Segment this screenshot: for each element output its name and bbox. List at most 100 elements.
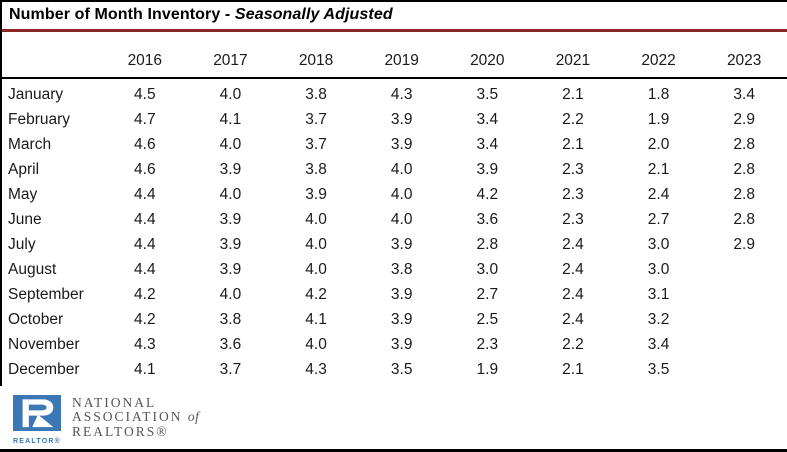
value-cell: 2.8	[733, 160, 755, 178]
page-title: Number of Month Inventory - Seasonally A…	[9, 6, 393, 24]
value-cell: 3.9	[390, 235, 413, 253]
table-row: December 4.1 3.7 4.3 3.5 1.9 2.1 3.5	[0, 357, 787, 382]
value-cell: 4.2	[134, 285, 156, 303]
value-cell: 3.8	[305, 85, 327, 103]
value-cell: 3.7	[219, 360, 242, 378]
title-main: Number of Month Inventory	[9, 6, 221, 23]
table-row: April 4.6 3.9 3.8 4.0 3.9 2.3 2.1 2.8	[0, 157, 787, 182]
value-cell: 4.0	[305, 235, 327, 253]
table-row: November 4.3 3.6 4.0 3.9 2.3 2.2 3.4	[0, 332, 787, 357]
value-cell: 2.4	[562, 310, 584, 328]
value-cell: 3.9	[476, 160, 499, 178]
value-cell: 4.0	[305, 260, 327, 278]
value-cell: 3.9	[390, 110, 413, 128]
value-cell: 4.1	[219, 110, 242, 128]
value-cell: 2.8	[733, 135, 755, 153]
value-cell: 3.5	[476, 85, 499, 103]
title-underline	[0, 29, 787, 32]
value-cell: 4.2	[134, 310, 156, 328]
value-cell	[701, 257, 787, 282]
value-cell: 3.9	[219, 260, 242, 278]
value-cell: 2.1	[562, 360, 584, 378]
value-cell: 4.4	[134, 185, 156, 203]
value-cell: 2.4	[562, 260, 584, 278]
value-cell: 3.0	[476, 260, 499, 278]
year-header-row: 2016 2017 2018 2019 2020 2021 2022 2023	[0, 47, 787, 79]
value-cell: 2.0	[647, 135, 670, 153]
value-cell	[701, 282, 787, 307]
value-cell: 3.9	[305, 185, 327, 203]
value-cell: 2.3	[562, 210, 584, 228]
value-cell: 3.8	[390, 260, 413, 278]
table-row: August 4.4 3.9 4.0 3.8 3.0 2.4 3.0	[0, 257, 787, 282]
value-cell: 2.7	[647, 210, 670, 228]
value-cell: 4.2	[476, 185, 499, 203]
month-label: February	[8, 110, 71, 128]
nar-line2: ASSOCIATION of	[72, 410, 199, 424]
value-cell: 4.6	[134, 160, 156, 178]
value-cell: 2.1	[647, 160, 670, 178]
month-label: December	[8, 360, 80, 378]
value-cell: 1.9	[647, 110, 670, 128]
value-cell: 3.0	[647, 260, 670, 278]
value-cell: 4.0	[219, 85, 242, 103]
inventory-table: 2016 2017 2018 2019 2020 2021 2022 2023 January…	[0, 47, 787, 382]
table-row: September 4.2 4.0 4.2 3.9 2.7 2.4 3.1	[0, 282, 787, 307]
value-cell: 4.3	[305, 360, 327, 378]
value-cell: 4.6	[134, 135, 156, 153]
value-cell: 2.8	[733, 185, 755, 203]
table-row: June 4.4 3.9 4.0 4.0 3.6 2.3 2.7 2.8	[0, 207, 787, 232]
year-header: 2023	[701, 47, 787, 79]
month-label: July	[8, 235, 36, 253]
left-border	[0, 0, 2, 386]
value-cell: 4.2	[305, 285, 327, 303]
title-emphasis: Seasonally Adjusted	[234, 6, 393, 23]
month-label: October	[8, 310, 64, 328]
value-cell: 3.2	[647, 310, 670, 328]
value-cell	[701, 307, 787, 332]
value-cell: 3.9	[219, 160, 242, 178]
month-label: November	[8, 335, 80, 353]
value-cell: 2.3	[562, 160, 584, 178]
table-row: January 4.5 4.0 3.8 4.3 3.5 2.1 1.8 3.4	[0, 78, 787, 107]
table-row: May 4.4 4.0 3.9 4.0 4.2 2.3 2.4 2.8	[0, 182, 787, 207]
value-cell: 4.0	[305, 335, 327, 353]
value-cell: 3.7	[305, 135, 327, 153]
value-cell: 2.8	[733, 210, 755, 228]
realtor-label: REALTOR®	[13, 438, 61, 445]
value-cell: 3.4	[476, 135, 499, 153]
month-label: January	[8, 85, 64, 103]
year-header: 2017	[187, 47, 274, 79]
value-cell: 3.6	[219, 335, 242, 353]
value-cell: 3.9	[390, 310, 413, 328]
value-cell: 3.9	[219, 235, 242, 253]
value-cell: 4.0	[390, 210, 413, 228]
value-cell: 2.9	[733, 110, 755, 128]
bottom-border	[0, 449, 787, 452]
value-cell: 2.1	[562, 135, 584, 153]
value-cell	[701, 357, 787, 382]
month-label: August	[8, 260, 57, 278]
year-header: 2020	[444, 47, 531, 79]
value-cell: 2.7	[476, 285, 499, 303]
value-cell: 3.5	[390, 360, 413, 378]
nar-line2-text: ASSOCIATION	[72, 409, 183, 425]
value-cell: 2.9	[733, 235, 755, 253]
value-cell: 4.1	[305, 310, 327, 328]
value-cell: 3.0	[647, 235, 670, 253]
month-label: May	[8, 185, 38, 203]
value-cell: 3.6	[476, 210, 499, 228]
value-cell: 4.3	[134, 335, 156, 353]
value-cell: 4.5	[134, 85, 156, 103]
value-cell: 4.0	[219, 185, 242, 203]
table-row: October 4.2 3.8 4.1 3.9 2.5 2.4 3.2	[0, 307, 787, 332]
month-label: September	[8, 285, 84, 303]
value-cell: 3.8	[219, 310, 242, 328]
value-cell: 4.4	[134, 210, 156, 228]
month-label: March	[8, 135, 52, 153]
value-cell: 2.4	[562, 285, 584, 303]
value-cell: 2.3	[562, 185, 584, 203]
realtor-mark: REALTOR®	[13, 395, 61, 445]
value-cell	[701, 332, 787, 357]
value-cell: 3.4	[476, 110, 499, 128]
